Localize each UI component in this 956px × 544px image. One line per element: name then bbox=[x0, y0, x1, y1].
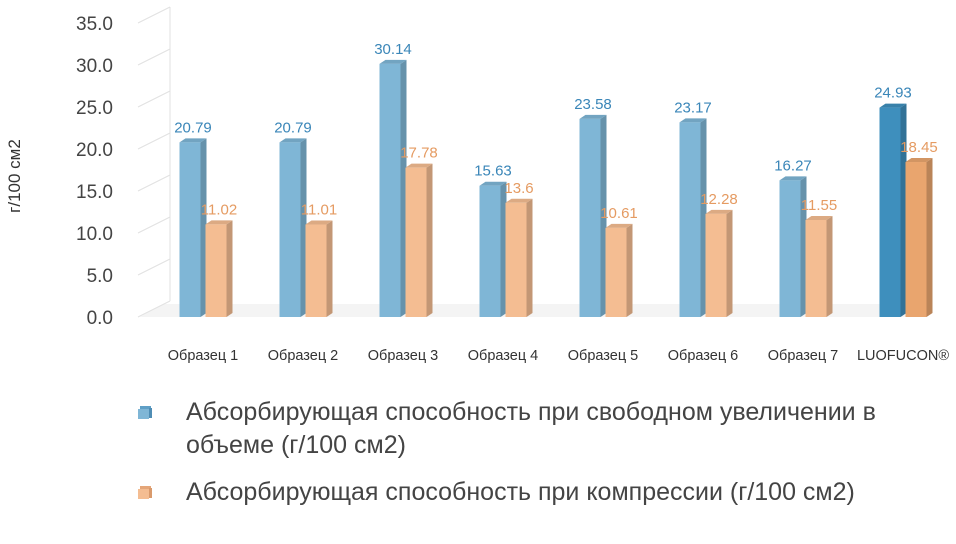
legend-swatch-free-swell bbox=[138, 406, 152, 419]
legend: Абсорбирующая способность при свободном … bbox=[138, 396, 938, 509]
bar-series2-5 bbox=[605, 223, 633, 317]
y-tick-label: 20.0 bbox=[76, 140, 113, 161]
x-tick-label-7: Образец 7 bbox=[768, 348, 839, 364]
x-tick-label-4: Образец 4 bbox=[468, 348, 539, 364]
legend-label-compression: Абсорбирующая способность при компрессии… bbox=[186, 478, 855, 506]
data-label-series1-1: 20.79 bbox=[174, 119, 212, 136]
x-tick-label-2: Образец 2 bbox=[268, 348, 339, 364]
data-label-series1-8: 24.93 bbox=[874, 85, 912, 102]
x-tick-label-6: Образец 6 bbox=[668, 348, 739, 364]
bar-series2-2 bbox=[305, 220, 333, 317]
x-tick-label-8: LUOFUCON® bbox=[857, 348, 949, 364]
y-tick-guide bbox=[137, 6, 171, 24]
data-label-series2-3: 17.78 bbox=[400, 145, 438, 162]
data-label-series1-7: 16.27 bbox=[774, 157, 812, 174]
bar-series2-8 bbox=[905, 158, 933, 317]
bar-series2-1 bbox=[205, 220, 233, 317]
bar-series2-4 bbox=[505, 198, 533, 317]
y-tick-label: 25.0 bbox=[76, 98, 113, 119]
x-tick-label-1: Образец 1 bbox=[168, 348, 239, 364]
y-tick-guide bbox=[137, 132, 171, 150]
y-tick-label: 30.0 bbox=[76, 56, 113, 77]
legend-item-free-swell: Абсорбирующая способность при свободном … bbox=[138, 396, 938, 462]
bar-series1-1 bbox=[179, 138, 207, 317]
x-tick-label-5: Образец 5 bbox=[568, 348, 639, 364]
bar-chart: 0.0 5.0 10.0 15.0 20.0 25.0 30.0 35.0 г/100 см2… bbox=[5, 6, 950, 364]
y-tick-label: 35.0 bbox=[76, 14, 113, 35]
bar-series1-8 bbox=[879, 103, 907, 317]
data-label-series1-6: 23.17 bbox=[674, 99, 712, 116]
y-tick-guide bbox=[137, 174, 171, 192]
y-tick-label: 15.0 bbox=[76, 182, 113, 203]
x-tick-label-3: Образец 3 bbox=[368, 348, 439, 364]
data-label-series1-3: 30.14 bbox=[374, 41, 412, 58]
bar-series1-2 bbox=[279, 138, 307, 317]
y-axis-label: г/100 см2 bbox=[5, 139, 24, 213]
data-label-series2-4: 13.6 bbox=[504, 180, 533, 197]
bar-series1-5 bbox=[579, 114, 607, 317]
bar-series1-4 bbox=[479, 181, 507, 317]
y-tick-guide bbox=[137, 258, 171, 276]
bar-series2-7 bbox=[805, 215, 833, 317]
data-label-series1-5: 23.58 bbox=[574, 96, 612, 113]
data-label-series2-8: 18.45 bbox=[900, 139, 938, 156]
y-axis: 0.0 5.0 10.0 15.0 20.0 25.0 30.0 35.0 bbox=[76, 6, 171, 329]
y-tick-label: 5.0 bbox=[87, 266, 113, 287]
data-label-series1-4: 15.63 bbox=[474, 163, 512, 180]
data-label-series2-2: 11.01 bbox=[301, 202, 337, 219]
bar-series2-3 bbox=[405, 163, 433, 317]
y-tick-guide bbox=[137, 216, 171, 234]
x-axis-labels: Образец 1 Образец 2 Образец 3 Образец 4 Обра… bbox=[168, 348, 950, 364]
bar-series1-6 bbox=[679, 118, 707, 317]
legend-swatch-compression bbox=[138, 486, 152, 499]
y-tick-guide bbox=[137, 90, 171, 108]
bar-series1-7 bbox=[779, 176, 807, 317]
y-tick-label: 10.0 bbox=[76, 224, 113, 245]
bar-series1-3 bbox=[379, 59, 407, 317]
y-tick-guide bbox=[137, 48, 171, 66]
legend-item-compression: Абсорбирующая способность при компрессии… bbox=[138, 476, 938, 509]
data-label-series2-7: 11.55 bbox=[801, 197, 837, 214]
y-tick-guide bbox=[137, 300, 171, 318]
data-label-series2-1: 11.02 bbox=[201, 201, 237, 218]
data-label-series2-6: 12.28 bbox=[700, 191, 738, 208]
legend-label-free-swell: Абсорбирующая способность при свободном … bbox=[186, 398, 876, 459]
bar-series2-6 bbox=[705, 209, 733, 317]
y-tick-label: 0.0 bbox=[87, 308, 113, 329]
data-label-series2-5: 10.61 bbox=[600, 205, 638, 222]
data-label-series1-2: 20.79 bbox=[274, 119, 312, 136]
